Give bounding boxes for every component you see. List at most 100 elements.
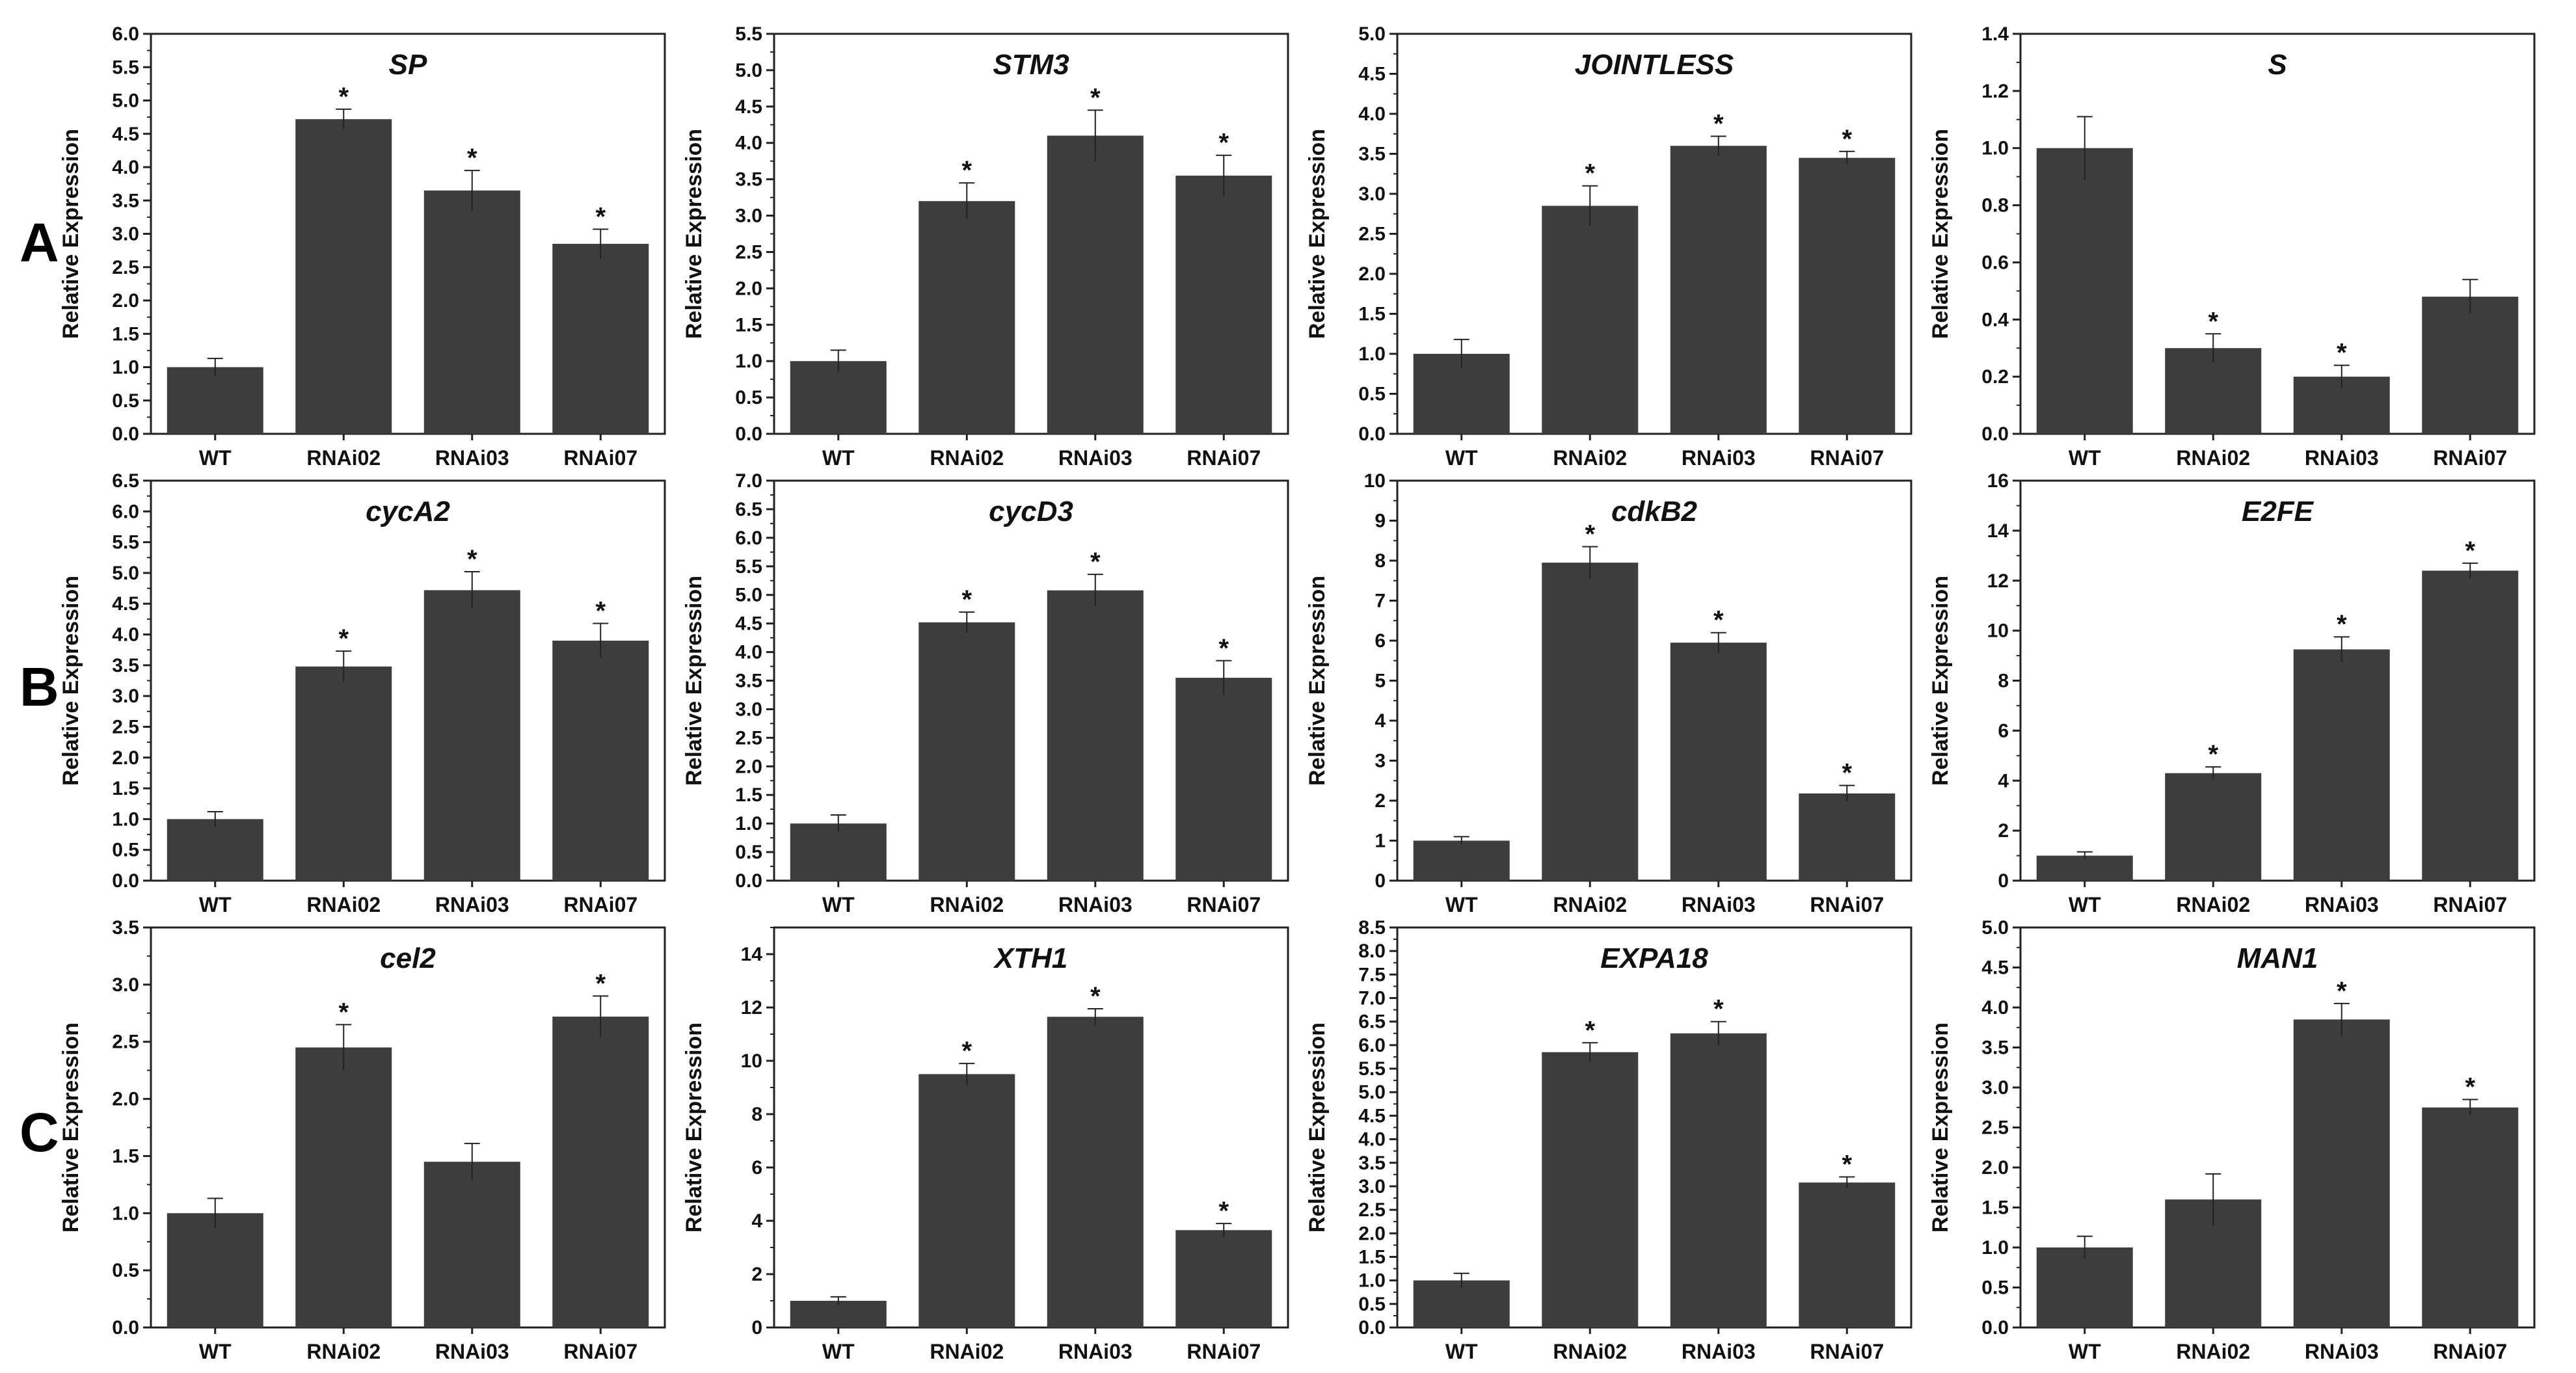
bar-rnai07 [2422,1107,2519,1327]
y-tick-label: 0.6 [1981,252,2009,273]
y-tick-label: 6.5 [735,499,762,520]
chart-title: EXPA18 [1600,942,1708,974]
y-tick-label: 0.5 [1358,1294,1386,1315]
x-tick-label: RNAi03 [2305,446,2379,470]
significance-marker: * [1218,634,1229,663]
x-tick-label: WT [1445,893,1478,916]
y-tick-label: 0.0 [735,423,762,445]
bar-wt [790,1301,887,1327]
chart-cycd3: 0.0 0.5 1.0 1.5 2.0 2.5 3.0 3.5 4.0 4.5 5.0 5.5 6.0 6… [682,470,1289,916]
x-tick-label: RNAi02 [306,893,381,916]
bar-rnai07 [1175,176,1272,434]
y-tick-label: 0.5 [112,1260,139,1281]
y-tick-label: 2 [751,1264,762,1285]
y-tick-label: 6.0 [112,501,139,522]
y-tick-label: 4.0 [112,157,139,178]
y-tick-label: 0.5 [112,840,139,861]
significance-marker: * [2465,537,2475,565]
y-tick-label: 0.0 [112,1317,139,1339]
bar-wt [167,819,263,881]
y-tick-label: 3.5 [112,190,139,211]
significance-marker: * [467,144,477,172]
bar-rnai07 [2422,297,2519,434]
bar-wt [1413,1280,1510,1327]
y-tick-label: 2.5 [112,716,139,738]
bar-wt [167,367,263,434]
x-tick-label: RNAi02 [1553,1340,1627,1363]
x-tick-label: RNAi07 [2433,446,2507,470]
chart-title: cel2 [380,942,436,974]
y-axis-title: Relative Expression [1928,129,1953,339]
bar-rnai02 [295,119,392,434]
significance-marker: * [1090,83,1101,112]
chart-sp: 0.0 0.5 1.0 1.5 2.0 2.5 3.0 3.5 4.0 4.5 5.0 5.5 6.0 R… [59,23,666,470]
y-tick-label: 1 [1375,831,1386,852]
y-tick-label: 4.5 [1981,957,2009,979]
y-tick-label: 14 [741,944,763,965]
y-tick-label: 8 [1375,550,1386,572]
y-axis-title: Relative Expression [682,576,706,786]
y-tick-label: 1.5 [735,784,762,806]
row-label-c: C [20,1102,59,1163]
y-axis-title: Relative Expression [1305,576,1330,786]
y-axis-title: Relative Expression [682,129,706,339]
y-tick-label: 0 [1375,870,1386,892]
significance-marker: * [1218,129,1229,157]
y-tick-label: 0.0 [1358,423,1386,445]
y-axis-title: Relative Expression [1928,1022,1953,1233]
y-tick-label: 0.0 [1358,1317,1386,1339]
y-tick-label: 4.5 [735,96,762,118]
y-tick-label: 10 [741,1050,762,1072]
chart-title: SP [389,49,427,81]
y-tick-label: 2.0 [112,1089,139,1110]
bar-rnai02 [295,666,392,881]
significance-marker: * [1090,982,1101,1011]
y-tick-label: 1.5 [1981,1197,2009,1219]
x-tick-label: RNAi07 [563,1340,637,1363]
bar-rnai03 [1670,643,1767,881]
y-tick-label: 1.5 [1358,304,1386,325]
significance-marker: * [338,83,349,111]
significance-marker: * [1585,520,1595,548]
y-tick-label: 3.0 [1358,183,1386,205]
y-tick-label: 3.5 [112,917,139,939]
y-axis-title: Relative Expression [59,1022,83,1233]
significance-marker: * [961,156,972,185]
bar-wt [2036,148,2133,434]
significance-marker: * [1585,1016,1595,1045]
y-axis-title: Relative Expression [1305,129,1330,339]
bar-rnai07 [1799,157,1896,434]
bar-wt [1413,840,1510,881]
significance-marker: * [1585,159,1595,188]
y-tick-label: 1.5 [112,1145,139,1167]
x-tick-label: WT [2069,1340,2101,1363]
x-tick-label: WT [199,446,232,470]
y-tick-label: 4.5 [1358,64,1386,85]
y-tick-label: 6.0 [112,23,139,45]
y-tick-label: 8 [751,1104,762,1125]
y-tick-label: 8.5 [1358,917,1386,939]
y-tick-label: 0 [751,1317,762,1339]
y-tick-label: 0.5 [1981,1277,2009,1299]
significance-marker: * [338,624,349,653]
y-tick-label: 3.5 [735,169,762,191]
significance-marker: * [1842,125,1852,153]
y-tick-label: 0.4 [1981,309,2009,330]
x-tick-label: RNAi07 [1187,446,1261,470]
y-tick-label: 8 [1998,671,2009,692]
y-axis-title: Relative Expression [59,129,83,339]
y-axis-title: Relative Expression [1928,576,1953,786]
plot-frame [773,926,1289,1329]
y-tick-label: 2.5 [1358,1199,1386,1221]
y-tick-label: 5.5 [735,23,762,45]
chart-title: XTH1 [993,942,1067,974]
y-tick-label: 12 [1987,570,2009,592]
y-tick-label: 0.0 [1981,423,2009,445]
y-tick-label: 14 [1987,520,2009,542]
x-tick-label: RNAi03 [2305,893,2379,916]
chart-cyca2: 0.0 0.5 1.0 1.5 2.0 2.5 3.0 3.5 4.0 4.5 5.0 5.5 6.0 6… [59,470,666,916]
x-tick-label: RNAi03 [435,1340,509,1363]
y-tick-label: 5.5 [112,532,139,553]
y-tick-label: 3.0 [735,206,762,227]
